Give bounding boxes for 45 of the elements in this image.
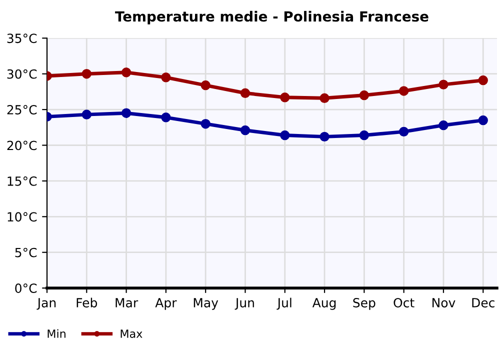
point bbox=[82, 110, 92, 120]
point bbox=[359, 90, 370, 100]
point bbox=[478, 115, 488, 126]
y-tick-label: 20°C bbox=[7, 140, 37, 150]
x-tick-label: Nov bbox=[432, 298, 456, 308]
y-tick-label: 5°C bbox=[15, 248, 37, 258]
point bbox=[320, 93, 330, 103]
x-tick-label: Sep bbox=[353, 298, 376, 310]
x-tick-label: Feb bbox=[76, 298, 98, 308]
point bbox=[121, 68, 132, 78]
point bbox=[398, 126, 409, 137]
x-tick-label: Mar bbox=[116, 298, 138, 308]
point bbox=[398, 86, 409, 96]
point bbox=[438, 120, 448, 130]
chart-title: Temperature medie - Polinesia Francese bbox=[115, 10, 428, 24]
point bbox=[240, 88, 250, 98]
point bbox=[161, 72, 171, 82]
x-tick-label: Dec bbox=[472, 298, 494, 308]
y-tick-label: 30°C bbox=[7, 69, 37, 79]
legend-label: Max bbox=[120, 330, 142, 338]
y-tick-label: 10°C bbox=[8, 212, 37, 222]
x-tick-label: Jul bbox=[276, 298, 292, 310]
point bbox=[240, 125, 250, 136]
x-tick-label: Apr bbox=[155, 298, 177, 310]
point bbox=[82, 68, 92, 79]
point bbox=[161, 112, 171, 122]
point bbox=[478, 75, 488, 86]
y-tick-label: 0°C bbox=[15, 284, 37, 293]
x-tick-label: Oct bbox=[394, 298, 414, 308]
x-tick-label: Jan bbox=[36, 298, 56, 310]
point bbox=[359, 130, 370, 140]
y-tick-label: 35°C bbox=[7, 34, 37, 44]
legend-label: Min bbox=[48, 329, 66, 338]
x-tick-label: Aug bbox=[312, 298, 336, 310]
point bbox=[320, 132, 330, 142]
x-tick-label: May bbox=[194, 298, 218, 310]
point bbox=[200, 80, 210, 90]
point bbox=[121, 108, 132, 118]
point bbox=[438, 80, 448, 90]
y-tick-label: 25°C bbox=[7, 105, 37, 114]
point bbox=[200, 118, 210, 129]
y-tick-label: 15°C bbox=[8, 176, 37, 186]
x-tick-label: Jun bbox=[234, 298, 254, 310]
point bbox=[280, 130, 290, 140]
point bbox=[280, 92, 290, 102]
